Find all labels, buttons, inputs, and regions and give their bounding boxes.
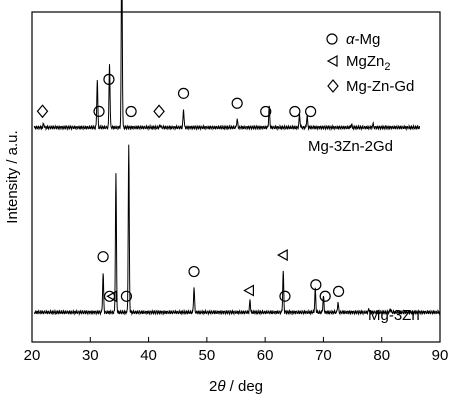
alpha-mg-peak-marker [120, 290, 133, 302]
x-tick-label: 80 [373, 347, 390, 364]
alpha-mg-peak-marker [310, 279, 322, 291]
series-label-mg-3zn-2gd: Mg-3Zn-2Gd [308, 138, 393, 155]
x-tick-label: 70 [315, 347, 332, 364]
series-line-mg-3zn [33, 144, 441, 317]
legend: α-Mg MgZn2 Mg-Zn-Gd [326, 31, 414, 95]
series-line-mg-3zn-2gd [33, 0, 421, 132]
mgzn2-peak-marker [106, 290, 118, 303]
y-axis-title: Intensity / a.u. [4, 130, 21, 223]
mgzn2-peak-marker [276, 249, 288, 262]
alpha-mg-peak-marker [103, 73, 115, 85]
alpha-mg-peak-marker [319, 290, 331, 302]
x-tick-label: 50 [199, 347, 216, 364]
legend-triangle-marker [326, 54, 338, 68]
alpha-mg-peak-marker [231, 97, 243, 109]
alpha-mg-peak-marker [260, 105, 272, 118]
legend-label-alpha-mg: α-Mg [346, 31, 380, 48]
series-group [33, 0, 441, 317]
mgzn2-peak-marker [243, 284, 255, 297]
alpha-mg-peak-marker [305, 105, 317, 118]
alpha-mg-peak-marker [97, 251, 109, 263]
x-tick-label: 30 [82, 347, 99, 364]
x-tick-label: 40 [140, 347, 157, 364]
mg-zn-gd-peak-marker [36, 104, 49, 119]
legend-label-mg-zn-gd: Mg-Zn-Gd [346, 78, 414, 95]
x-tick-label: 20 [24, 347, 41, 364]
peak-markers [36, 73, 345, 303]
series-label-mg-3zn: Mg-3Zn [368, 307, 420, 324]
alpha-mg-peak-marker [103, 290, 116, 302]
alpha-mg-peak-marker [289, 105, 301, 118]
plot-frame [31, 11, 441, 343]
alpha-mg-peak-marker [332, 285, 345, 297]
x-axis-title: 2θ / deg [209, 378, 263, 395]
x-tick-label: 60 [257, 347, 274, 364]
x-tick-label: 90 [432, 347, 449, 364]
alpha-mg-peak-marker [125, 105, 137, 118]
alpha-mg-peak-marker [279, 290, 291, 302]
alpha-mg-peak-marker [188, 265, 200, 278]
x-axis-ticks: 20 30 40 50 60 70 80 90 [24, 337, 449, 364]
alpha-mg-peak-marker [177, 87, 190, 99]
mg-zn-gd-peak-marker [153, 104, 165, 119]
legend-label-mgzn2: MgZn2 [346, 53, 390, 73]
legend-diamond-marker [327, 79, 339, 93]
alpha-mg-peak-marker [93, 105, 105, 118]
legend-circle-marker [326, 33, 338, 45]
